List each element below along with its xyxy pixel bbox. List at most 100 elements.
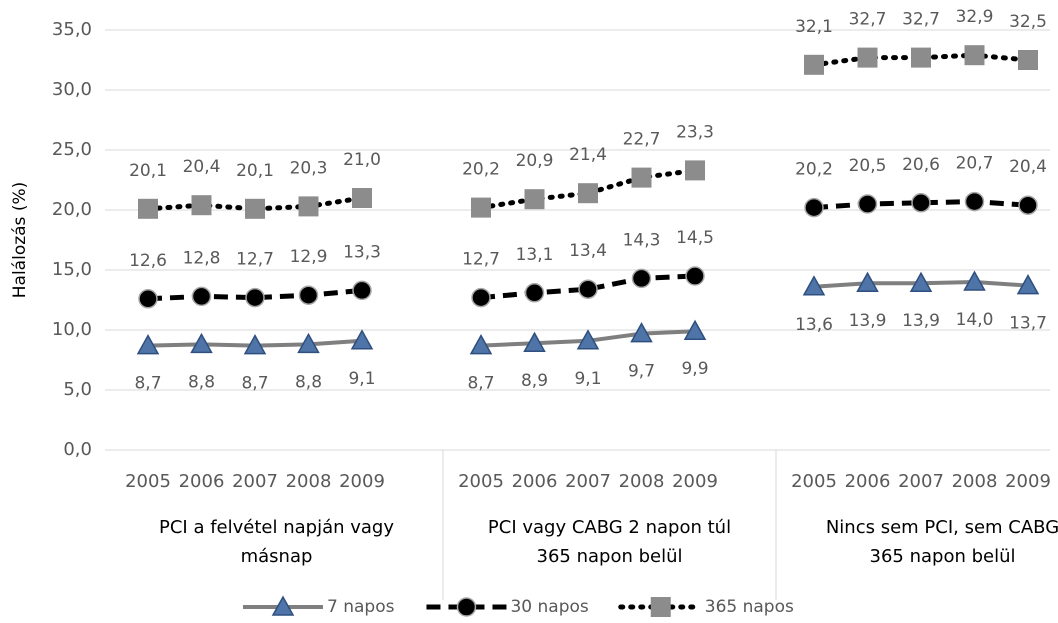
data-label: 8,7	[134, 374, 161, 394]
data-point	[298, 285, 319, 305]
legend-marker	[650, 597, 671, 617]
data-label: 14,5	[676, 228, 714, 248]
data-label: 13,4	[569, 241, 607, 261]
data-label: 9,7	[628, 362, 655, 382]
data-point	[685, 266, 705, 286]
data-label: 12,7	[236, 250, 274, 270]
data-label: 9,9	[681, 359, 708, 379]
data-label: 8,7	[241, 374, 268, 394]
data-point	[578, 183, 598, 204]
series-line	[145, 195, 365, 212]
data-point	[245, 198, 265, 219]
data-point	[964, 45, 985, 66]
data-point	[245, 287, 265, 308]
series-line	[147, 287, 363, 302]
data-point	[578, 279, 598, 299]
x-tick-label: 2008	[286, 471, 332, 492]
x-tick-label: 2008	[619, 471, 665, 492]
legend-marker	[456, 597, 477, 617]
group-label: Nincs sem PCI, sem CABG	[826, 517, 1058, 538]
data-label: 20,6	[902, 155, 940, 175]
data-label: 13,1	[516, 245, 554, 265]
data-label: 20,9	[516, 151, 554, 171]
data-label: 13,9	[902, 311, 940, 331]
data-point	[857, 194, 878, 214]
data-point	[963, 270, 986, 291]
data-label: 20,4	[1009, 157, 1047, 177]
data-label: 8,9	[521, 371, 548, 391]
data-label: 13,9	[849, 311, 887, 331]
data-point	[909, 271, 933, 292]
data-label: 20,7	[956, 154, 994, 174]
data-label: 20,2	[462, 160, 500, 180]
data-point	[190, 332, 213, 354]
x-tick-label: 2006	[179, 471, 225, 492]
data-point	[802, 275, 826, 296]
y-tick-label: 25,0	[52, 139, 92, 160]
data-label: 20,4	[183, 157, 221, 177]
legend-label: 365 napos	[705, 597, 794, 617]
data-point	[471, 287, 491, 308]
data-label: 13,7	[1009, 314, 1047, 334]
data-label: 20,2	[795, 160, 833, 180]
data-point	[350, 329, 374, 350]
legend-marker	[271, 595, 295, 616]
data-point	[136, 334, 160, 355]
x-tick-label: 2007	[898, 471, 944, 492]
data-point	[243, 334, 267, 355]
data-label: 20,3	[290, 158, 328, 178]
data-label: 9,1	[348, 369, 375, 389]
data-point	[857, 47, 878, 68]
group-label: PCI a felvétel napján vagy	[159, 517, 394, 538]
series-line	[811, 52, 1031, 68]
data-point	[685, 160, 705, 181]
y-tick-label: 35,0	[52, 19, 92, 40]
data-point	[352, 188, 372, 208]
data-point	[298, 196, 319, 217]
y-tick-label: 5,0	[63, 379, 92, 400]
x-tick-label: 2009	[672, 471, 718, 492]
x-tick-label: 2006	[512, 471, 558, 492]
data-label: 20,1	[129, 161, 167, 181]
data-label: 21,4	[569, 145, 607, 165]
x-tick-label: 2007	[232, 471, 278, 492]
data-point	[191, 195, 212, 216]
data-point	[911, 47, 931, 68]
y-tick-label: 10,0	[52, 319, 92, 340]
data-point	[524, 283, 545, 303]
y-axis-title: Halálozás (%)	[10, 182, 30, 299]
data-label: 8,7	[467, 374, 494, 394]
data-label: 21,0	[343, 150, 381, 170]
data-point	[911, 193, 931, 213]
data-point	[138, 198, 158, 219]
data-point	[138, 289, 158, 309]
data-label: 32,9	[956, 7, 994, 27]
group-label: másnap	[241, 546, 313, 567]
data-point	[683, 319, 707, 340]
data-point	[469, 334, 493, 355]
series-line	[813, 199, 1029, 211]
data-point	[856, 271, 879, 292]
data-label: 32,5	[1009, 12, 1047, 32]
data-point	[297, 332, 320, 354]
data-point	[576, 329, 600, 350]
data-point	[471, 197, 491, 218]
data-label: 12,9	[290, 247, 328, 267]
data-point	[631, 268, 652, 289]
data-label: 13,6	[795, 315, 833, 335]
group-label: 365 napon belül	[870, 546, 1016, 567]
x-tick-label: 2008	[952, 471, 998, 492]
legend-label: 30 napos	[510, 597, 588, 617]
data-point	[1018, 50, 1038, 70]
y-tick-label: 0,0	[63, 439, 92, 460]
y-tick-label: 15,0	[52, 259, 92, 280]
data-label: 12,7	[462, 250, 500, 270]
data-point	[352, 280, 372, 301]
x-tick-label: 2005	[125, 471, 171, 492]
x-tick-label: 2009	[339, 471, 385, 492]
data-point	[630, 322, 653, 343]
x-tick-label: 2007	[565, 471, 611, 492]
y-tick-label: 30,0	[52, 79, 92, 100]
series-line	[480, 273, 696, 301]
